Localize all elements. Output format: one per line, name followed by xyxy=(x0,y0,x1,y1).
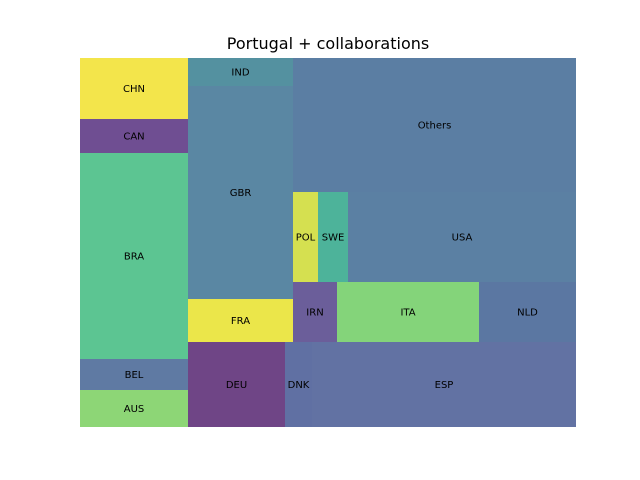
tile-others xyxy=(293,58,576,192)
tile-irn xyxy=(293,282,337,342)
tile-label-others: Others xyxy=(418,121,452,132)
tile-label-nld: NLD xyxy=(517,308,538,319)
tile-pol xyxy=(293,192,318,282)
tile-swe xyxy=(318,192,348,282)
tile-label-dnk: DNK xyxy=(288,380,310,391)
tile-label-bra: BRA xyxy=(124,252,144,263)
tile-ind xyxy=(188,58,293,86)
treemap-tiles: CHN CAN BRA BEL AUS IND GBR FRA DEU DNK Others POL S… xyxy=(80,58,576,427)
tile-esp xyxy=(312,342,576,427)
tile-label-ita: ITA xyxy=(400,308,415,319)
tile-label-swe: SWE xyxy=(322,233,345,244)
tile-label-esp: ESP xyxy=(435,380,454,391)
tile-bel xyxy=(80,359,188,390)
tile-gbr xyxy=(188,86,293,299)
tile-usa xyxy=(348,192,576,282)
tile-ita xyxy=(337,282,479,342)
tile-deu xyxy=(188,342,285,427)
tile-label-gbr: GBR xyxy=(230,188,252,199)
tile-label-ind: IND xyxy=(231,68,249,79)
tile-chn xyxy=(80,58,188,119)
tile-can xyxy=(80,119,188,153)
tile-label-bel: BEL xyxy=(125,370,144,381)
chart-title: Portugal + collaborations xyxy=(227,34,429,53)
tile-fra xyxy=(188,299,293,342)
tile-dnk xyxy=(285,342,312,427)
tile-label-deu: DEU xyxy=(226,380,247,391)
tile-label-pol: POL xyxy=(296,233,316,244)
tile-aus xyxy=(80,390,188,427)
tile-label-fra: FRA xyxy=(231,316,250,327)
tile-label-usa: USA xyxy=(452,233,473,244)
tile-label-aus: AUS xyxy=(124,404,145,415)
tile-label-can: CAN xyxy=(123,132,144,143)
tile-label-chn: CHN xyxy=(123,84,145,95)
tile-label-irn: IRN xyxy=(306,308,323,319)
tile-bra xyxy=(80,153,188,359)
tile-nld xyxy=(479,282,576,342)
